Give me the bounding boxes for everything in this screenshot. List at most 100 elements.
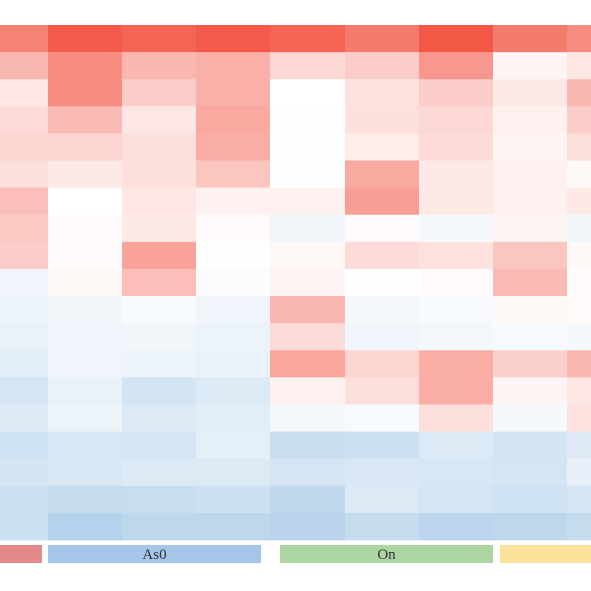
heatmap-cell <box>567 458 591 487</box>
heatmap-cell <box>196 296 270 324</box>
heatmap-cell <box>270 52 345 80</box>
column-group-0 <box>0 545 42 563</box>
heatmap-cell <box>345 431 419 460</box>
heatmap-cell <box>419 187 493 216</box>
heatmap-cell <box>196 160 270 189</box>
heatmap-cell <box>0 296 48 324</box>
heatmap-cell <box>196 106 270 134</box>
column-group-bar: As0 On <box>0 545 591 563</box>
heatmap-cell <box>345 52 419 80</box>
heatmap-cell <box>419 214 493 243</box>
heatmap-cell <box>493 377 567 405</box>
heatmap-cell <box>122 268 196 297</box>
heatmap-cell <box>419 241 493 270</box>
heatmap-cell <box>419 485 493 514</box>
heatmap-cell <box>122 296 196 324</box>
heatmap-cell <box>493 106 567 134</box>
heatmap-cell <box>48 323 122 351</box>
heatmap-cell <box>0 268 48 297</box>
heatmap-cell <box>0 323 48 351</box>
heatmap-cell <box>419 458 493 487</box>
heatmap-cell <box>345 377 419 405</box>
heatmap-cell <box>493 133 567 161</box>
heatmap-cell <box>270 350 345 378</box>
heatmap-cell <box>0 214 48 243</box>
heatmap-cell <box>270 323 345 351</box>
heatmap-cell <box>493 52 567 80</box>
heatmap-cells <box>0 25 591 541</box>
heatmap-cell <box>419 296 493 324</box>
heatmap-cell <box>567 350 591 378</box>
heatmap-cell <box>48 106 122 134</box>
heatmap-cell <box>48 160 122 189</box>
heatmap-cell <box>493 25 567 53</box>
heatmap-cell <box>345 187 419 216</box>
heatmap-cell <box>0 350 48 378</box>
heatmap-cell <box>0 241 48 270</box>
heatmap-cell <box>419 512 493 541</box>
heatmap-cell <box>493 431 567 460</box>
heatmap-cell <box>345 241 419 270</box>
heatmap-cell <box>567 268 591 297</box>
heatmap-cell <box>270 458 345 487</box>
heatmap-cell <box>345 133 419 161</box>
heatmap-cell <box>196 187 270 216</box>
heatmap-cell <box>493 296 567 324</box>
heatmap-cell <box>419 160 493 189</box>
heatmap-cell <box>122 25 196 53</box>
heatmap-cell <box>196 377 270 405</box>
heatmap-cell <box>567 512 591 541</box>
heatmap-cell <box>493 512 567 541</box>
heatmap-cell <box>567 404 591 432</box>
column-group-2 <box>280 545 493 563</box>
heatmap-cell <box>419 377 493 405</box>
heatmap-cell <box>196 133 270 161</box>
heatmap-cell <box>419 106 493 134</box>
heatmap-cell <box>196 214 270 243</box>
heatmap-cell <box>196 350 270 378</box>
heatmap-cell <box>270 133 345 161</box>
heatmap-cell <box>48 214 122 243</box>
heatmap-cell <box>0 458 48 487</box>
heatmap-cell <box>345 404 419 432</box>
heatmap-cell <box>122 431 196 460</box>
heatmap-cell <box>270 187 345 216</box>
heatmap-cell <box>122 512 196 541</box>
heatmap-cell <box>196 485 270 514</box>
heatmap-cell <box>567 431 591 460</box>
column-group-1 <box>48 545 261 563</box>
heatmap-cell <box>345 25 419 53</box>
heatmap-cell <box>48 25 122 53</box>
heatmap-cell <box>196 79 270 107</box>
heatmap-cell <box>270 268 345 297</box>
heatmap-cell <box>0 160 48 189</box>
heatmap-cell <box>196 458 270 487</box>
heatmap-cell <box>567 133 591 161</box>
heatmap-cell <box>0 187 48 216</box>
heatmap-cell <box>122 485 196 514</box>
heatmap-cell <box>567 323 591 351</box>
heatmap-cell <box>419 404 493 432</box>
heatmap-cell <box>48 350 122 378</box>
heatmap-cell <box>270 160 345 189</box>
heatmap-cell <box>493 268 567 297</box>
heatmap-cell <box>345 79 419 107</box>
heatmap-cell <box>0 512 48 541</box>
heatmap-cell <box>122 52 196 80</box>
heatmap-cell <box>419 350 493 378</box>
heatmap-cell <box>419 323 493 351</box>
heatmap-cell <box>122 214 196 243</box>
heatmap-cell <box>567 187 591 216</box>
heatmap-cell <box>270 106 345 134</box>
heatmap-cell <box>419 79 493 107</box>
heatmap-cell <box>419 52 493 80</box>
column-group-label: On <box>377 547 396 563</box>
heatmap-cell <box>493 214 567 243</box>
heatmap-cell <box>493 458 567 487</box>
heatmap-cell <box>48 133 122 161</box>
heatmap-cell <box>567 79 591 107</box>
heatmap-cell <box>122 458 196 487</box>
heatmap-cell <box>48 458 122 487</box>
heatmap-cell <box>270 485 345 514</box>
heatmap-cell <box>122 323 196 351</box>
